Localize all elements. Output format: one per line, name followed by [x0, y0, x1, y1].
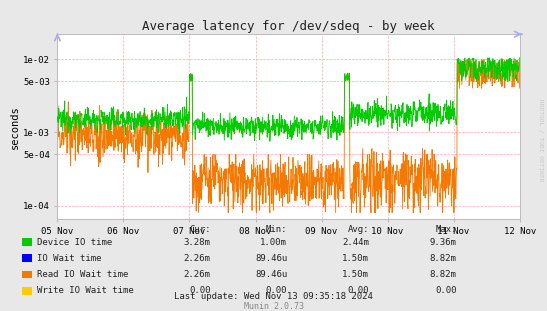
Text: Last update: Wed Nov 13 09:35:18 2024: Last update: Wed Nov 13 09:35:18 2024 [174, 292, 373, 301]
Text: 89.46u: 89.46u [255, 254, 287, 263]
Text: 1.50m: 1.50m [342, 270, 369, 279]
Text: 2.44m: 2.44m [342, 238, 369, 247]
Text: 0.00: 0.00 [266, 286, 287, 295]
Text: Write IO Wait time: Write IO Wait time [37, 286, 133, 295]
Text: Max:: Max: [435, 225, 457, 234]
Text: Read IO Wait time: Read IO Wait time [37, 270, 128, 279]
Text: Min:: Min: [266, 225, 287, 234]
Text: 8.82m: 8.82m [430, 254, 457, 263]
Title: Average latency for /dev/sdeq - by week: Average latency for /dev/sdeq - by week [142, 20, 435, 33]
Text: IO Wait time: IO Wait time [37, 254, 101, 263]
Text: 89.46u: 89.46u [255, 270, 287, 279]
Text: Avg:: Avg: [348, 225, 369, 234]
Text: Cur:: Cur: [189, 225, 211, 234]
Text: Munin 2.0.73: Munin 2.0.73 [243, 301, 304, 310]
Text: Device IO time: Device IO time [37, 238, 112, 247]
Text: 2.26m: 2.26m [184, 270, 211, 279]
Text: 2.26m: 2.26m [184, 254, 211, 263]
Text: 0.00: 0.00 [435, 286, 457, 295]
Text: 3.28m: 3.28m [184, 238, 211, 247]
Text: 0.00: 0.00 [348, 286, 369, 295]
Text: 8.82m: 8.82m [430, 270, 457, 279]
Text: 0.00: 0.00 [189, 286, 211, 295]
Y-axis label: seconds: seconds [10, 105, 20, 149]
Text: RRDTOOL / TOBI OETIKER: RRDTOOL / TOBI OETIKER [538, 99, 543, 181]
Text: 1.00m: 1.00m [260, 238, 287, 247]
Text: 1.50m: 1.50m [342, 254, 369, 263]
Text: 9.36m: 9.36m [430, 238, 457, 247]
